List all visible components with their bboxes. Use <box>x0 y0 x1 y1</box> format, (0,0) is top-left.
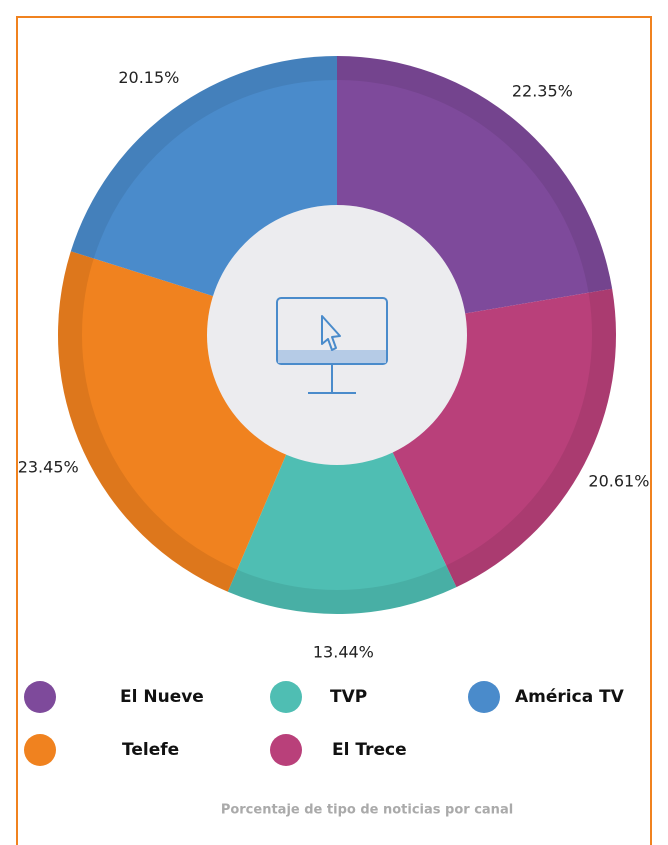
legend-label: TVP <box>330 687 367 707</box>
legend-swatch <box>270 681 302 713</box>
data-label: 23.45% <box>18 458 79 477</box>
data-label: 13.44% <box>313 642 374 661</box>
outer-ring <box>58 56 616 614</box>
data-label: 20.15% <box>118 68 179 87</box>
legend-swatch <box>270 734 302 766</box>
legend-label: El Nueve <box>120 687 204 707</box>
center-circle <box>207 205 467 465</box>
legend-swatch <box>24 681 56 713</box>
legend-label: América TV <box>515 687 625 707</box>
legend-swatch <box>468 681 500 713</box>
legend-swatch <box>24 734 56 766</box>
frame <box>16 16 652 845</box>
legend-label: El Trece <box>332 740 407 760</box>
caption: Porcentaje de tipo de noticias por canal <box>221 803 513 818</box>
legend-label: Telefe <box>122 740 179 760</box>
monitor-icon <box>276 297 388 394</box>
data-label: 22.35% <box>512 82 573 101</box>
pie-slice <box>227 335 457 614</box>
data-label: 20.61% <box>588 472 649 491</box>
